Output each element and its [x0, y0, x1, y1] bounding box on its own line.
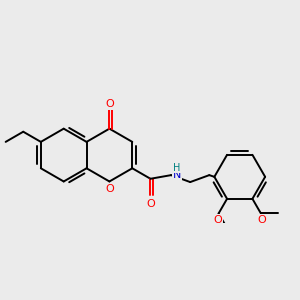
Text: O: O — [105, 99, 114, 109]
Text: O: O — [106, 184, 115, 194]
Text: N: N — [173, 170, 182, 180]
Text: O: O — [214, 215, 222, 225]
Text: H: H — [173, 163, 181, 173]
Text: O: O — [257, 214, 266, 224]
Text: O: O — [146, 199, 155, 209]
